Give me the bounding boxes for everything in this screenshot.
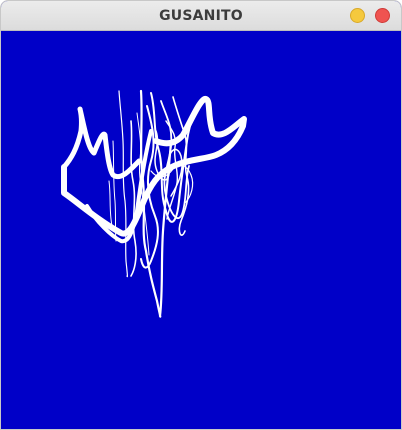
minimize-button[interactable]	[350, 8, 365, 23]
worm-trail	[140, 105, 159, 269]
worm-trail	[154, 130, 183, 197]
worm-trail	[130, 120, 137, 277]
worm-trail	[85, 129, 153, 244]
worm-trail	[150, 92, 198, 223]
title-bar[interactable]: GUSANITO	[1, 1, 401, 31]
worm-trail	[150, 164, 194, 204]
drawing-canvas[interactable]	[1, 31, 401, 429]
worm-trail	[160, 100, 190, 220]
worm-trail	[136, 112, 150, 256]
worm-trail-drawing	[61, 89, 247, 318]
worm-trail	[139, 89, 173, 318]
window-title: GUSANITO	[159, 8, 243, 24]
worm-trail	[118, 90, 129, 278]
close-button[interactable]	[375, 8, 390, 23]
worm-trail	[61, 106, 142, 179]
worm-trail	[172, 96, 190, 236]
worm-trail	[165, 120, 179, 220]
worm-trail	[108, 180, 113, 227]
worm-trail	[112, 140, 117, 242]
